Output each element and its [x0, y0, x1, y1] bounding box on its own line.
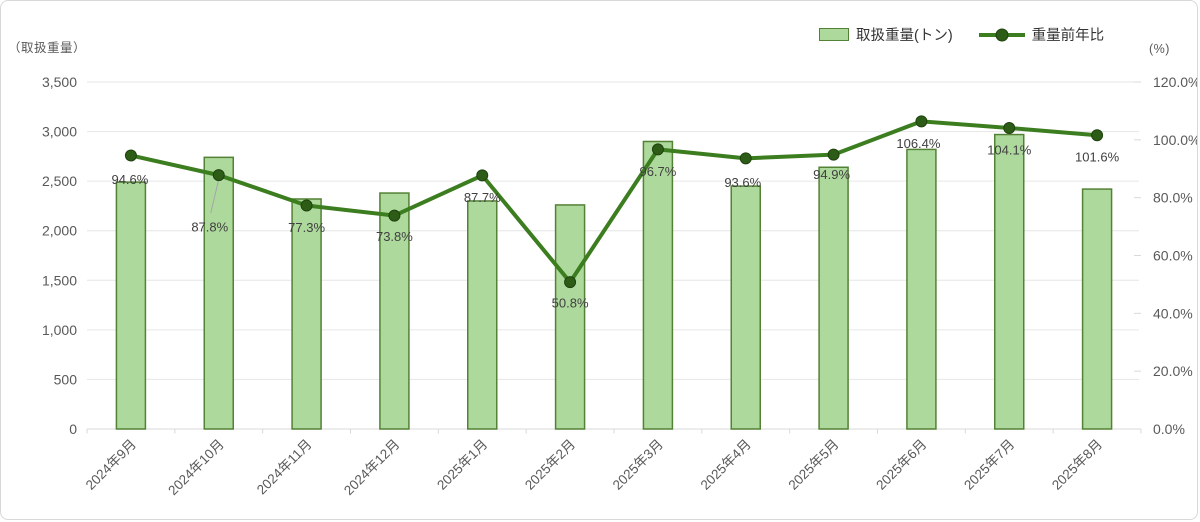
line-marker-2025年2月	[564, 276, 577, 289]
right-axis-tick-label: 120.0%	[1153, 74, 1198, 90]
left-axis-tick-label: 3,500	[42, 74, 77, 90]
line-marker-2025年4月	[739, 152, 752, 165]
bar-2025年2月	[554, 204, 586, 430]
right-axis-tick-label: 60.0%	[1153, 248, 1193, 264]
bar-2024年12月	[379, 192, 410, 430]
right-axis-tick-label: 40.0%	[1153, 305, 1193, 321]
left-axis-tick-label: 2,500	[42, 173, 77, 189]
x-axis-label: 2025年4月	[698, 437, 754, 493]
bar-2025年5月	[818, 166, 849, 430]
bar-2024年10月	[203, 156, 234, 430]
legend-label-bar: 取扱重量(トン)	[856, 28, 953, 44]
line-marker-icon	[995, 28, 1009, 41]
line-marker-2025年7月	[1003, 121, 1016, 134]
line-data-label: 106.4%	[896, 136, 941, 151]
line-marker-2025年8月	[1091, 129, 1104, 142]
line-data-label: 101.6%	[1075, 150, 1120, 165]
line-data-label: 94.6%	[111, 172, 148, 187]
right-axis-tick-label: 0.0%	[1153, 421, 1185, 437]
bar-2024年9月	[115, 181, 147, 430]
legend-item-bar: 取扱重量(トン)	[819, 24, 953, 45]
yoy-line	[128, 119, 1100, 285]
bar-2025年7月	[994, 133, 1025, 430]
x-axis-label: 2025年7月	[961, 437, 1017, 493]
line-marker-2024年11月	[300, 199, 313, 212]
line-data-label: 50.8%	[552, 296, 589, 311]
left-axis-title: （取扱重量）	[8, 41, 87, 55]
x-axis-label: 2024年11月	[254, 437, 315, 498]
label-leader-line	[210, 178, 220, 214]
bar-2025年3月	[642, 140, 674, 430]
line-data-label: 77.3%	[288, 220, 325, 235]
line-marker-2025年5月	[827, 148, 840, 161]
right-axis-tick-label: 100.0%	[1153, 132, 1198, 148]
bar-2024年11月	[291, 198, 322, 430]
bar-2025年4月	[730, 185, 761, 430]
line-marker-2024年9月	[124, 149, 137, 162]
line-marker-2024年12月	[388, 209, 401, 222]
left-axis-tick-label: 1,000	[42, 322, 77, 338]
line-data-label: 87.7%	[464, 190, 501, 205]
x-axis-label: 2024年10月	[165, 437, 227, 499]
line-data-label: 73.8%	[376, 229, 413, 244]
line-marker-2024年10月	[212, 169, 225, 182]
left-axis-tick-label: 500	[54, 371, 78, 387]
line-swatch-icon	[978, 28, 1025, 41]
x-axis-label: 2025年2月	[522, 437, 578, 493]
line-data-label: 96.7%	[639, 164, 676, 179]
legend: 取扱重量(トン) 重量前年比	[819, 24, 1104, 45]
line-data-label: 94.9%	[813, 167, 850, 182]
bar-2025年1月	[467, 200, 498, 430]
legend-item-line: 重量前年比	[978, 24, 1105, 45]
x-axis-label: 2025年3月	[610, 437, 666, 493]
line-data-label: 87.8%	[191, 220, 228, 235]
x-axis-label: 2025年8月	[1049, 437, 1105, 493]
left-axis-tick-label: 2,000	[42, 223, 77, 239]
right-axis-tick-label: 80.0%	[1153, 190, 1193, 206]
x-axis-label: 2024年12月	[341, 437, 403, 499]
line-data-label: 104.1%	[987, 142, 1032, 157]
line-marker-2025年3月	[651, 143, 664, 156]
bar-2025年6月	[906, 148, 937, 430]
left-axis-tick-label: 0	[69, 421, 77, 437]
bar-swatch-icon	[819, 28, 849, 41]
x-axis-label: 2025年5月	[785, 437, 841, 493]
x-axis-label: 2025年1月	[434, 437, 490, 493]
x-axis-label: 2025年6月	[873, 437, 929, 493]
right-axis-tick-label: 20.0%	[1153, 363, 1193, 379]
bar-2025年8月	[1081, 188, 1113, 430]
right-axis-title: (%)	[1149, 42, 1170, 56]
line-data-label: 93.6%	[724, 175, 761, 190]
line-marker-2025年1月	[476, 169, 489, 182]
legend-label-line: 重量前年比	[1031, 28, 1105, 44]
x-axis-label: 2024年9月	[83, 437, 139, 493]
left-axis-tick-label: 3,000	[42, 124, 77, 140]
line-marker-2025年6月	[915, 115, 928, 128]
left-axis-tick-label: 1,500	[42, 272, 77, 288]
